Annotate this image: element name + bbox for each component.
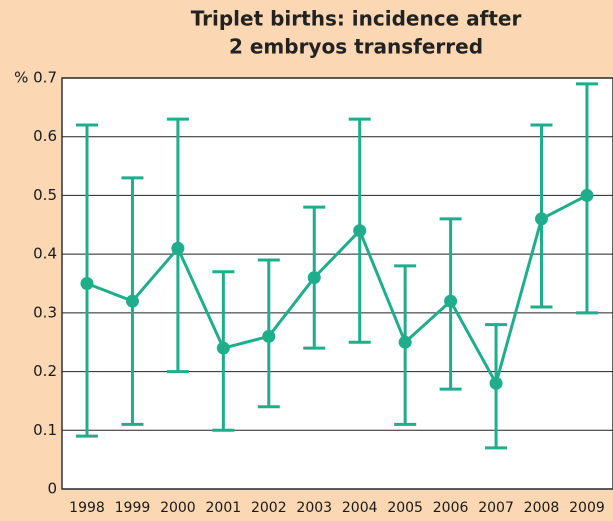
data-point — [444, 294, 458, 308]
x-tick-label: 2003 — [296, 500, 332, 516]
y-tick-label: 0.5 — [33, 186, 57, 204]
chart-title: 2 embryos transferred — [229, 35, 483, 59]
x-tick-label: 2002 — [251, 500, 287, 516]
x-tick-label: 2000 — [160, 500, 196, 516]
data-point — [171, 241, 185, 255]
plot-area — [61, 77, 613, 490]
data-point — [398, 335, 412, 349]
x-tick-label: 1999 — [115, 500, 151, 516]
x-tick-label: 2001 — [206, 500, 242, 516]
x-tick-label: 1998 — [69, 500, 105, 516]
y-tick-label: 0.6 — [33, 127, 57, 145]
x-tick-label: 2006 — [433, 500, 469, 516]
x-tick-label: 2009 — [569, 500, 605, 516]
data-point — [307, 271, 321, 285]
data-point — [216, 341, 230, 355]
data-point — [125, 294, 139, 308]
y-tick-label: 0.1 — [33, 421, 57, 439]
data-point — [535, 212, 548, 226]
y-tick-label: 0.2 — [33, 362, 57, 380]
data-point — [353, 224, 367, 238]
data-point — [262, 329, 276, 343]
data-point — [80, 277, 94, 290]
y-tick-label: 0 — [47, 480, 57, 498]
x-tick-label: 2007 — [478, 500, 514, 516]
data-point — [580, 188, 594, 202]
y-tick-label: % 0.7 — [14, 69, 57, 87]
x-tick-label: 2008 — [524, 500, 560, 516]
y-tick-label: 0.4 — [33, 245, 57, 263]
data-point — [489, 376, 503, 390]
x-tick-label: 2004 — [342, 500, 378, 516]
y-tick-label: 0.3 — [33, 303, 57, 321]
data-line — [86, 194, 588, 388]
chart-title: Triplet births: incidence after — [191, 7, 522, 31]
x-tick-label: 2005 — [387, 500, 423, 516]
